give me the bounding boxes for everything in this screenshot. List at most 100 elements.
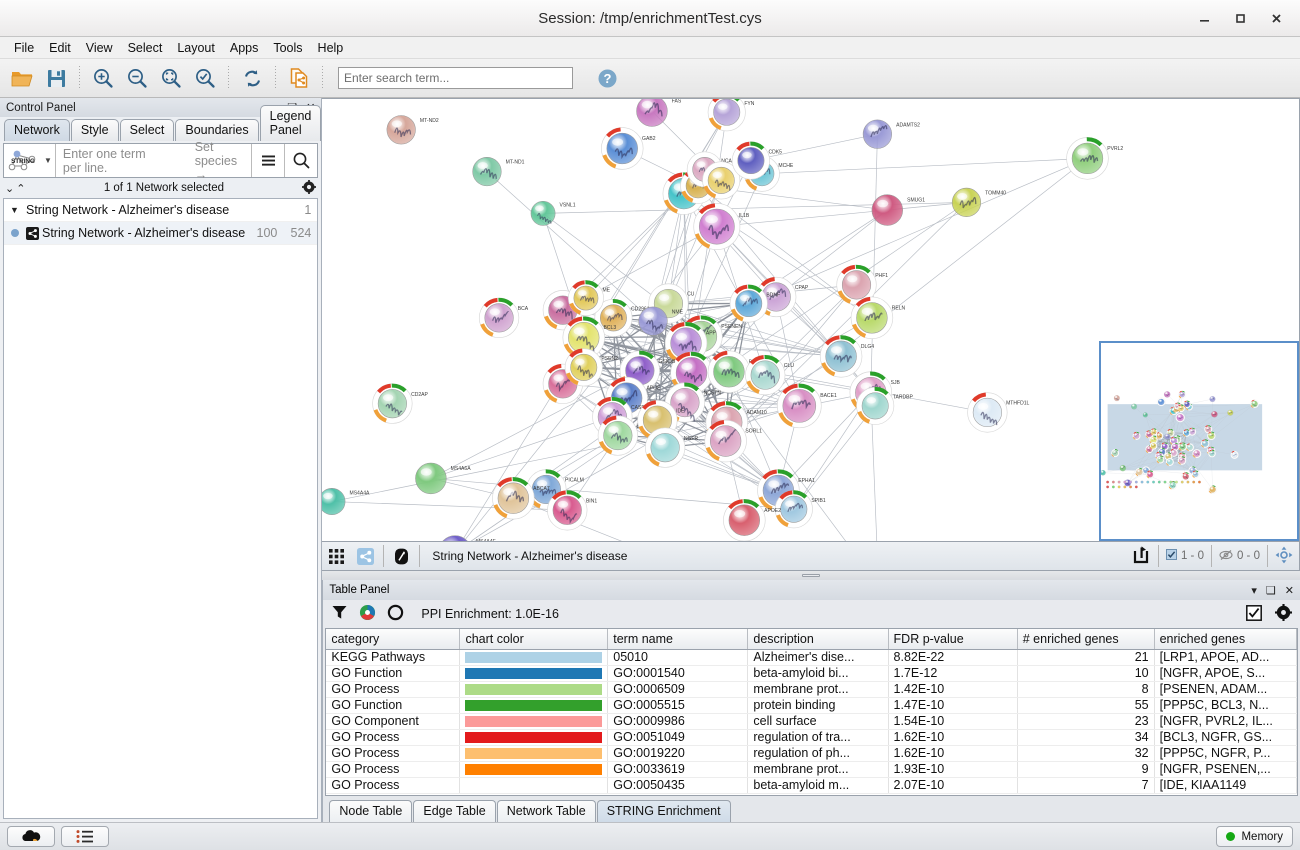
open-folder-icon[interactable]	[6, 63, 38, 93]
menu-tools[interactable]: Tools	[273, 40, 303, 55]
expand-triangle-icon[interactable]: ▼	[10, 205, 19, 215]
menu-help[interactable]: Help	[317, 40, 344, 55]
tab-network[interactable]: Network	[4, 119, 70, 141]
zoom-out-icon[interactable]	[121, 63, 153, 93]
close-button[interactable]	[1258, 3, 1294, 33]
help-icon[interactable]: ?	[591, 63, 623, 93]
svg-text:PHF1: PHF1	[876, 273, 889, 279]
pie-chart-icon[interactable]	[359, 604, 376, 624]
tab-edge-table[interactable]: Edge Table	[413, 800, 496, 822]
save-icon[interactable]	[40, 63, 72, 93]
svg-text:BCA: BCA	[518, 306, 529, 312]
tab-legend-panel[interactable]: Legend Panel	[259, 105, 322, 141]
svg-text:ME: ME	[603, 287, 611, 293]
filter-icon[interactable]	[331, 604, 348, 624]
col-enriched-genes[interactable]: enriched genes	[1154, 629, 1297, 650]
birds-eye-view[interactable]	[1098, 341, 1299, 541]
col-category[interactable]: category	[326, 629, 461, 650]
table-row[interactable]: GO Process GO:0051049 regulation of tra...…	[326, 729, 1297, 746]
menu-apps[interactable]: Apps	[229, 40, 259, 55]
menu-file[interactable]: File	[14, 40, 35, 55]
menu-view[interactable]: View	[85, 40, 113, 55]
network-group-count: 1	[304, 203, 312, 217]
birds-eye-nav-icon[interactable]	[1275, 546, 1293, 567]
col-fdr-pvalue[interactable]: FDR p-value	[888, 629, 1018, 650]
zoom-in-icon[interactable]	[87, 63, 119, 93]
cell-fdr-pvalue: 1.93E-10	[888, 761, 1018, 778]
memory-status-button[interactable]: Memory	[1216, 826, 1293, 847]
chart-color-swatch	[465, 715, 603, 727]
search-input[interactable]: Enter search term...	[338, 67, 573, 89]
table-row[interactable]: GO Process GO:0006509 membrane prot... 1.42…	[326, 681, 1297, 698]
string-search-icon[interactable]	[284, 144, 317, 177]
export-network-icon[interactable]	[283, 63, 315, 93]
string-term-input[interactable]: Enter one term per line. Set species →	[54, 140, 251, 182]
svg-text:VSNL1: VSNL1	[560, 203, 576, 209]
minimize-button[interactable]	[1186, 3, 1222, 33]
cell-chart-color	[459, 729, 609, 746]
cell-term-name: GO:0019220	[607, 745, 749, 762]
hidden-nodes-icon[interactable]	[1219, 549, 1233, 564]
donut-chart-icon[interactable]	[387, 604, 404, 624]
network-item-row[interactable]: String Network - Alzheimer's disease 100…	[4, 222, 318, 245]
menu-layout[interactable]: Layout	[177, 40, 215, 55]
network-graph-canvas[interactable]: MT-ND2MT-ND1VSNL1GAB2FASFYNMS1IL1BPICALM…	[322, 99, 1299, 542]
table-row[interactable]: GO Process GO:0050435 beta-amyloid m... 2.0…	[326, 777, 1297, 794]
task-list-icon[interactable]	[61, 826, 109, 847]
table-row[interactable]: GO Process GO:0019220 regulation of ph... 1…	[326, 745, 1297, 762]
statusbar-separator-2	[419, 545, 421, 567]
cloud-icon[interactable]	[7, 826, 55, 847]
menu-edit[interactable]: Edit	[49, 40, 71, 55]
col-term-name[interactable]: term name	[607, 629, 749, 650]
menu-select[interactable]: Select	[127, 40, 163, 55]
expand-all-icon[interactable]: ⌃	[16, 182, 26, 195]
network-group-row[interactable]: ▼ String Network - Alzheimer's disease 1	[4, 199, 318, 222]
export-image-icon[interactable]	[1132, 545, 1151, 567]
grid-layout-icon[interactable]	[322, 543, 351, 570]
string-logo-icon[interactable]: STRING	[4, 144, 44, 177]
network-list[interactable]: ▼ String Network - Alzheimer's disease 1	[3, 198, 319, 819]
refresh-icon[interactable]	[236, 63, 268, 93]
table-row[interactable]: GO Function GO:0001540 beta-amyloid bi... 1…	[326, 665, 1297, 682]
enrichment-table[interactable]: category chart color term name descripti…	[325, 628, 1298, 796]
collapse-all-icon[interactable]: ⌄	[5, 182, 15, 195]
table-panel-float-icon[interactable]: ❑	[1265, 584, 1276, 597]
network-view[interactable]: MT-ND2MT-ND1VSNL1GAB2FASFYNMS1IL1BPICALM…	[322, 98, 1300, 542]
zoom-selected-icon[interactable]	[189, 63, 221, 93]
string-options-icon[interactable]	[251, 144, 284, 177]
select-all-checkbox-icon[interactable]	[1246, 604, 1262, 624]
col-chart-color[interactable]: chart color	[459, 629, 609, 650]
table-panel-menu-icon[interactable]: ▾	[1251, 584, 1257, 597]
tab-style[interactable]: Style	[70, 119, 119, 141]
horizontal-splitter[interactable]	[322, 571, 1300, 580]
tab-select[interactable]: Select	[119, 119, 175, 141]
tab-node-table[interactable]: Node Table	[329, 800, 413, 822]
network-group-name: String Network - Alzheimer's disease	[26, 203, 230, 217]
annotation-icon[interactable]	[387, 543, 416, 570]
settings-gear-icon[interactable]	[1274, 604, 1292, 624]
string-dropdown-caret-icon[interactable]: ▼	[44, 156, 52, 165]
selected-nodes-checkbox-icon[interactable]	[1165, 549, 1177, 563]
cell-fdr-pvalue: 8.82E-22	[888, 649, 1018, 666]
table-row[interactable]: GO Process GO:0033619 membrane prot... 1.93…	[326, 761, 1297, 778]
col-description[interactable]: description	[747, 629, 889, 650]
window-controls	[1186, 3, 1300, 33]
table-row[interactable]: GO Component GO:0009986 cell surface 1.54E-…	[326, 713, 1297, 730]
svg-text:NME: NME	[672, 309, 684, 315]
table-panel-close-icon[interactable]: ✕	[1284, 584, 1294, 597]
maximize-button[interactable]	[1222, 3, 1258, 33]
set-species-link[interactable]: Set species →	[194, 139, 238, 182]
string-network-icon[interactable]	[351, 543, 380, 570]
zoom-fit-icon[interactable]	[155, 63, 187, 93]
network-settings-gear-icon[interactable]	[302, 179, 317, 197]
tab-network-table[interactable]: Network Table	[496, 800, 596, 822]
cell-enriched-count: 7	[1017, 777, 1155, 794]
table-row[interactable]: GO Function GO:0005515 protein binding 1.47…	[326, 697, 1297, 714]
col-enriched-count[interactable]: # enriched genes	[1017, 629, 1155, 650]
tab-boundaries[interactable]: Boundaries	[175, 119, 259, 141]
svg-text:?: ?	[603, 71, 611, 86]
cell-term-name: GO:0051049	[607, 729, 749, 746]
table-row[interactable]: KEGG Pathways 05010 Alzheimer's dise... 8.8…	[326, 649, 1297, 666]
svg-text:MTHFD1L: MTHFD1L	[1006, 401, 1029, 407]
tab-string-enrichment[interactable]: STRING Enrichment	[596, 800, 731, 822]
